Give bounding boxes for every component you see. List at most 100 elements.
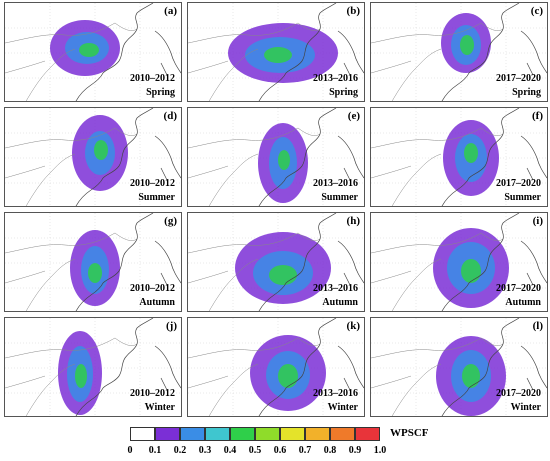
panel-letter: (h) xyxy=(346,215,360,227)
country-border xyxy=(371,270,412,284)
island-coastline xyxy=(160,62,168,76)
panel-season: Summer xyxy=(321,192,358,203)
island-coastline xyxy=(526,62,534,76)
map-canvas xyxy=(5,213,181,311)
country-border xyxy=(208,363,259,416)
country-border xyxy=(208,48,259,101)
country-border xyxy=(391,258,442,311)
island-coastline xyxy=(520,135,547,179)
country-border xyxy=(371,60,412,74)
country-border xyxy=(25,48,76,101)
island-coastline xyxy=(526,272,534,286)
panel-season: Summer xyxy=(138,192,175,203)
panel-period: 2010–2012 xyxy=(130,73,175,84)
coastline xyxy=(75,108,154,206)
country-border xyxy=(371,127,482,149)
country-border xyxy=(114,337,138,346)
wpscf-contour xyxy=(278,150,290,170)
panel-letter: (a) xyxy=(164,5,177,17)
country-border xyxy=(391,363,442,416)
wpscf-contour xyxy=(88,263,102,283)
map-canvas xyxy=(371,318,547,416)
country-border xyxy=(114,232,138,241)
map-canvas xyxy=(371,213,547,311)
coastline xyxy=(441,318,520,416)
legend-swatch xyxy=(180,427,205,441)
country-border xyxy=(114,127,138,136)
wpscf-contour xyxy=(79,43,99,57)
legend-tick-label: 0.4 xyxy=(223,445,237,456)
panel-letter: (d) xyxy=(163,110,177,122)
country-border xyxy=(25,153,76,206)
country-border xyxy=(480,127,504,136)
island-coastline xyxy=(343,272,351,286)
legend-tick-label: 0.8 xyxy=(323,445,337,456)
legend-tick-label: 0.3 xyxy=(198,445,212,456)
coastline xyxy=(258,108,337,206)
island-coastline xyxy=(520,345,547,389)
map-panel: (l) 2017–2020 Winter xyxy=(370,317,548,417)
map-canvas xyxy=(5,108,181,206)
coastline xyxy=(441,108,520,206)
legend-swatch xyxy=(305,427,330,441)
legend-swatch xyxy=(355,427,380,441)
panel-period: 2017–2020 xyxy=(496,388,541,399)
legend-tick-label: 0.2 xyxy=(173,445,187,456)
wpscf-contour xyxy=(269,265,297,285)
country-border xyxy=(208,258,259,311)
map-canvas xyxy=(188,213,364,311)
map-panel: (f) 2017–2020 Summer xyxy=(370,107,548,207)
country-border xyxy=(371,165,412,179)
country-border xyxy=(391,48,442,101)
legend-tick-label: 0.9 xyxy=(348,445,362,456)
map-canvas xyxy=(188,3,364,101)
legend-swatch xyxy=(155,427,180,441)
coastline xyxy=(258,318,337,416)
map-panel: (k) 2013–2016 Winter xyxy=(187,317,365,417)
wpscf-contour xyxy=(278,364,298,388)
country-border xyxy=(5,270,46,284)
panel-season: Autumn xyxy=(322,297,358,308)
panel-season: Winter xyxy=(327,402,358,413)
island-coastline xyxy=(337,135,364,179)
country-border xyxy=(371,337,482,359)
panel-letter: (j) xyxy=(166,320,177,332)
country-border xyxy=(5,22,116,44)
coastline xyxy=(258,3,337,101)
island-coastline xyxy=(337,30,364,74)
island-coastline xyxy=(154,30,181,74)
island-coastline xyxy=(154,240,181,284)
country-border xyxy=(480,337,504,346)
panel-letter: (c) xyxy=(530,5,543,17)
country-border xyxy=(391,153,442,206)
island-coastline xyxy=(343,167,351,181)
country-border xyxy=(5,337,116,359)
country-border xyxy=(297,22,321,31)
wpscf-contour xyxy=(94,140,108,160)
island-coastline xyxy=(343,377,351,391)
country-border xyxy=(5,165,46,179)
country-border xyxy=(371,375,412,389)
wpscf-contour xyxy=(264,47,292,63)
island-coastline xyxy=(343,62,351,76)
legend-swatch xyxy=(205,427,230,441)
country-border xyxy=(188,375,229,389)
map-panel: (j) 2010–2012 Winter xyxy=(4,317,182,417)
island-coastline xyxy=(526,167,534,181)
panel-period: 2010–2012 xyxy=(130,178,175,189)
island-coastline xyxy=(160,272,168,286)
map-canvas xyxy=(371,108,547,206)
country-border xyxy=(297,337,321,346)
island-coastline xyxy=(160,167,168,181)
country-border xyxy=(188,337,299,359)
country-border xyxy=(371,22,482,44)
coastline xyxy=(75,318,154,416)
panel-period: 2013–2016 xyxy=(313,178,358,189)
panel-letter: (l) xyxy=(532,320,543,332)
island-coastline xyxy=(526,377,534,391)
country-border xyxy=(5,60,46,74)
map-panel: (c) 2017–2020 Spring xyxy=(370,2,548,102)
map-canvas xyxy=(188,108,364,206)
panel-period: 2013–2016 xyxy=(313,388,358,399)
island-coastline xyxy=(337,345,364,389)
